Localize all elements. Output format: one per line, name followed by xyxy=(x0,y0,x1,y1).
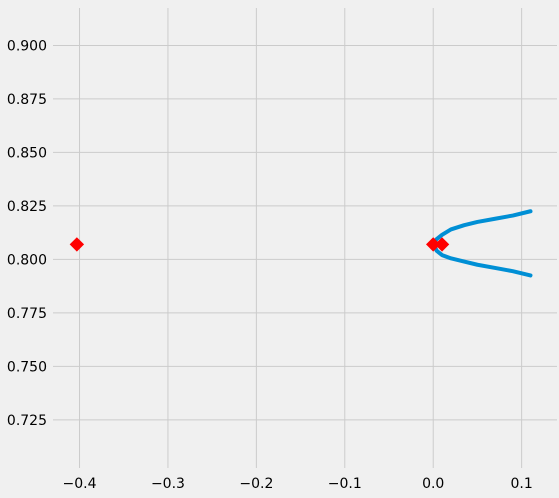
y-tick-label: 0.800 xyxy=(7,252,47,268)
y-tick-labels: 0.725 0.750 0.775 0.800 0.825 0.850 0.875 0.900 xyxy=(7,38,47,428)
y-tick-label: 0.900 xyxy=(7,38,47,54)
x-tick-label: −0.1 xyxy=(328,476,362,492)
marker-series xyxy=(69,237,450,252)
x-tick-label: 0.1 xyxy=(510,476,532,492)
y-tick-label: 0.725 xyxy=(7,413,47,429)
y-tick-label: 0.825 xyxy=(7,199,47,215)
y-tick-label: 0.850 xyxy=(7,145,47,161)
y-tick-label: 0.750 xyxy=(7,359,47,375)
plot-background xyxy=(53,8,557,468)
x-tick-label: −0.3 xyxy=(151,476,185,492)
x-tick-label: 0.0 xyxy=(422,476,444,492)
y-tick-label: 0.875 xyxy=(7,92,47,108)
x-tick-label: −0.4 xyxy=(63,476,97,492)
diamond-marker xyxy=(69,237,85,252)
x-tick-label: −0.2 xyxy=(239,476,273,492)
x-tick-labels: −0.4 −0.3 −0.2 −0.1 0.0 0.1 xyxy=(63,476,533,492)
diamond-marker xyxy=(434,237,450,252)
y-tick-label: 0.775 xyxy=(7,306,47,322)
